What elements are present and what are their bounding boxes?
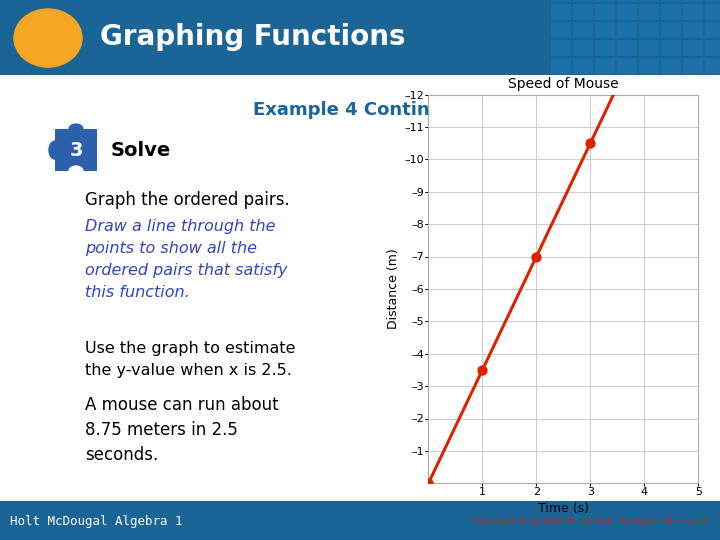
FancyBboxPatch shape	[551, 4, 571, 20]
Ellipse shape	[14, 9, 82, 67]
FancyBboxPatch shape	[705, 4, 720, 20]
FancyBboxPatch shape	[0, 501, 720, 540]
Point	[477, 366, 488, 374]
FancyBboxPatch shape	[617, 22, 637, 38]
FancyBboxPatch shape	[705, 0, 720, 2]
Text: Draw a line through the: Draw a line through the	[85, 219, 276, 234]
Text: points to show all the: points to show all the	[85, 241, 257, 256]
FancyBboxPatch shape	[705, 22, 720, 38]
Ellipse shape	[49, 141, 61, 159]
Point	[531, 252, 542, 261]
Text: the y-value when x is 2.5.: the y-value when x is 2.5.	[85, 363, 292, 378]
Ellipse shape	[69, 124, 83, 134]
FancyBboxPatch shape	[639, 4, 659, 20]
FancyBboxPatch shape	[595, 4, 615, 20]
FancyBboxPatch shape	[661, 40, 681, 56]
Text: A mouse can run about: A mouse can run about	[85, 396, 279, 414]
FancyBboxPatch shape	[617, 40, 637, 56]
FancyBboxPatch shape	[683, 22, 703, 38]
FancyBboxPatch shape	[0, 0, 720, 75]
Y-axis label: Distance (m): Distance (m)	[387, 248, 400, 329]
Text: Holt McDougal Algebra 1: Holt McDougal Algebra 1	[10, 515, 182, 528]
Text: Graph the ordered pairs.: Graph the ordered pairs.	[85, 191, 289, 209]
FancyBboxPatch shape	[639, 0, 659, 2]
FancyBboxPatch shape	[595, 40, 615, 56]
Text: Solve: Solve	[111, 140, 171, 160]
Text: Graphing Functions: Graphing Functions	[100, 23, 405, 51]
FancyBboxPatch shape	[551, 58, 571, 74]
Text: 8.75 meters in 2.5: 8.75 meters in 2.5	[85, 421, 238, 439]
FancyBboxPatch shape	[705, 58, 720, 74]
FancyBboxPatch shape	[551, 0, 571, 2]
Title: Speed of Mouse: Speed of Mouse	[508, 77, 618, 91]
Point	[423, 479, 434, 488]
Text: seconds.: seconds.	[85, 446, 158, 464]
FancyBboxPatch shape	[595, 22, 615, 38]
FancyBboxPatch shape	[683, 40, 703, 56]
FancyBboxPatch shape	[639, 40, 659, 56]
FancyBboxPatch shape	[573, 4, 593, 20]
FancyBboxPatch shape	[617, 58, 637, 74]
Text: Example 4 Continued: Example 4 Continued	[253, 101, 467, 119]
Text: Copyright © by Holt Mc Dougal. All Rights Reserved.: Copyright © by Holt Mc Dougal. All Right…	[472, 517, 710, 525]
FancyBboxPatch shape	[639, 58, 659, 74]
FancyBboxPatch shape	[551, 40, 571, 56]
FancyBboxPatch shape	[595, 0, 615, 2]
FancyBboxPatch shape	[595, 58, 615, 74]
X-axis label: Time (s): Time (s)	[538, 502, 589, 515]
FancyBboxPatch shape	[573, 22, 593, 38]
FancyBboxPatch shape	[617, 0, 637, 2]
FancyBboxPatch shape	[683, 0, 703, 2]
FancyBboxPatch shape	[661, 4, 681, 20]
FancyBboxPatch shape	[683, 58, 703, 74]
FancyBboxPatch shape	[661, 22, 681, 38]
Text: Use the graph to estimate: Use the graph to estimate	[85, 341, 295, 356]
FancyBboxPatch shape	[661, 0, 681, 2]
Text: this function.: this function.	[85, 285, 190, 300]
FancyBboxPatch shape	[705, 40, 720, 56]
Point	[585, 139, 596, 147]
FancyBboxPatch shape	[573, 0, 593, 2]
FancyBboxPatch shape	[55, 129, 97, 171]
Ellipse shape	[69, 166, 83, 176]
Text: ordered pairs that satisfy: ordered pairs that satisfy	[85, 263, 287, 278]
FancyBboxPatch shape	[551, 22, 571, 38]
FancyBboxPatch shape	[661, 58, 681, 74]
FancyBboxPatch shape	[573, 58, 593, 74]
FancyBboxPatch shape	[617, 4, 637, 20]
FancyBboxPatch shape	[573, 40, 593, 56]
FancyBboxPatch shape	[639, 22, 659, 38]
FancyBboxPatch shape	[683, 4, 703, 20]
Text: 3: 3	[69, 140, 83, 160]
